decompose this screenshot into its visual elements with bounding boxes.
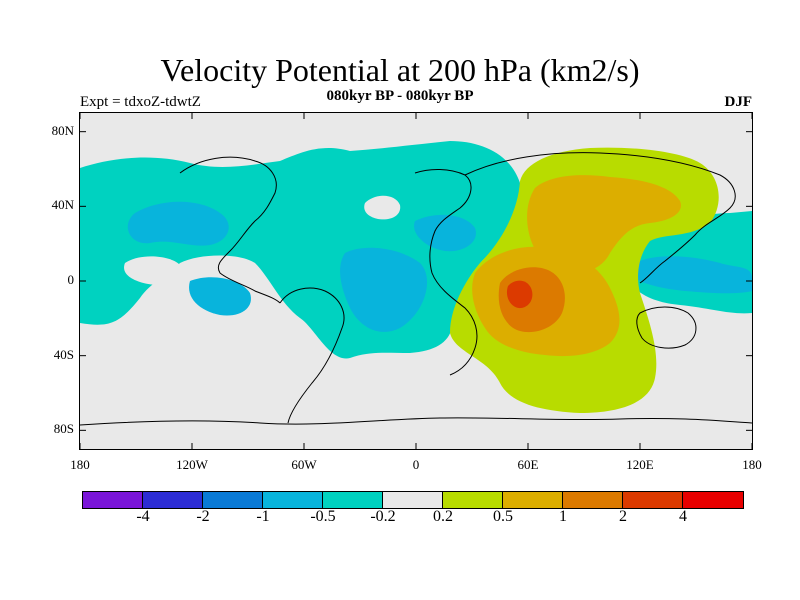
coastline-antarctica <box>80 417 752 426</box>
map-panel <box>79 112 753 450</box>
contour-neg05-north-atlantic <box>414 214 476 252</box>
colorbar-box <box>383 492 443 508</box>
contour-pos2-indian-core <box>506 280 533 309</box>
coastline-asia <box>464 152 736 284</box>
colorbar-label: 0.5 <box>493 508 513 525</box>
coastlines <box>80 152 752 426</box>
colorbar-box <box>683 492 743 508</box>
lat-tick-label: 80S <box>53 421 74 437</box>
colorbar-box <box>563 492 623 508</box>
lon-tick-label: 0 <box>412 457 420 472</box>
colorbar-label: -2 <box>196 508 210 525</box>
contour-neutral-atlantic-hole <box>364 195 401 220</box>
plot-subtitle: 080kyr BP - 080kyr BP <box>326 88 474 104</box>
contour-pos05-asia <box>527 175 681 274</box>
contour-neg05-south-atlantic <box>340 247 428 332</box>
coastline-europe-africa <box>414 169 478 376</box>
negative-contour-regions-strong <box>127 201 752 332</box>
coastline-australia <box>636 306 697 349</box>
colorbar-box <box>623 492 683 508</box>
lat-tick-label: 80N <box>51 122 74 138</box>
plot-title: Velocity Potential at 200 hPa (km2/s) <box>160 52 640 88</box>
lat-tick-label: 0 <box>67 272 75 287</box>
colorbar <box>82 491 744 509</box>
coastline-south-america <box>279 287 345 424</box>
contour-neg05-central-pacific <box>189 277 251 316</box>
colorbar-label: 2 <box>619 508 627 525</box>
velocity-potential-map <box>80 141 752 426</box>
lat-tick-label: 40S <box>53 346 74 362</box>
contour-neg05-north-pacific <box>127 201 229 246</box>
coastline-north-america <box>179 156 281 304</box>
experiment-label: Expt = tdxoZ-tdwtZ <box>80 94 201 110</box>
season-label: DJF <box>724 94 753 110</box>
lon-tick-label: 60W <box>291 457 317 472</box>
lon-tick-label: 180 <box>742 457 762 472</box>
colorbar-label: -0.2 <box>370 508 396 525</box>
colorbar-box <box>143 492 203 508</box>
colorbar-label: -4 <box>136 508 150 525</box>
lon-tick-label: 180 <box>70 457 90 472</box>
colorbar-label: 0.2 <box>433 508 453 525</box>
colorbar-box <box>443 492 503 508</box>
lon-tick-label: 120W <box>176 457 208 472</box>
lon-tick-label: 60E <box>517 457 539 472</box>
colorbar-box <box>263 492 323 508</box>
positive-contour-regions <box>450 147 719 414</box>
lon-tick-label: 120E <box>626 457 654 472</box>
neutral-regions <box>124 195 401 285</box>
colorbar-box <box>83 492 143 508</box>
colorbar-label: 1 <box>559 508 567 525</box>
contour-neutral-pacific-hole <box>124 256 182 285</box>
colorbar-label: 4 <box>679 508 687 525</box>
colorbar-box <box>323 492 383 508</box>
colorbar-box <box>503 492 563 508</box>
colorbar-box <box>203 492 263 508</box>
contour-neg05-west-pacific <box>635 256 752 294</box>
colorbar-label: -1 <box>256 508 270 525</box>
lat-tick-label: 40N <box>51 197 74 213</box>
colorbar-label: -0.5 <box>310 508 336 525</box>
